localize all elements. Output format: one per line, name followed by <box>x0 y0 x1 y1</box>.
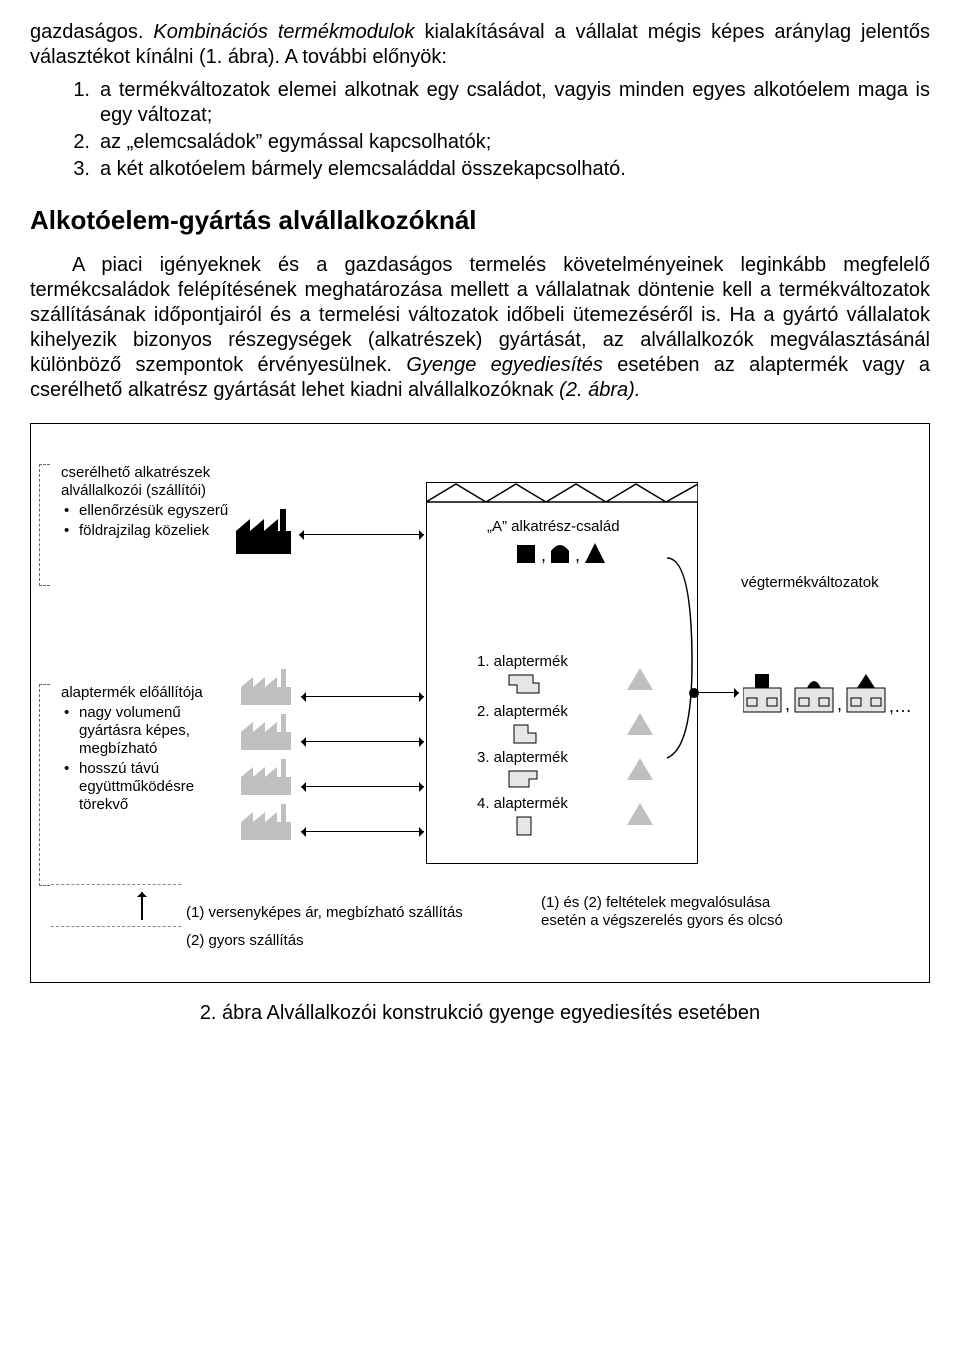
base-4-label: 4. alaptermék <box>477 795 568 813</box>
list-number: 2. <box>30 130 100 155</box>
gray-factories <box>241 669 296 849</box>
section-title: Alkotóelem-gyártás alvállalkozóknál <box>30 204 930 237</box>
body-text-b: Gyenge egyediesítés <box>406 354 603 376</box>
supplier-title: cserélhető alkatrészek alvállalkozói (sz… <box>61 464 231 500</box>
bullet: ellenőrzésük egyszerű <box>61 502 231 520</box>
footer-left-2: (2) gyors szállítás <box>186 932 486 950</box>
bullet: hosszú távú együttműködésre törekvő <box>61 760 236 814</box>
svg-text:,: , <box>837 694 842 714</box>
base-4-shape <box>515 815 535 837</box>
arrow-4 <box>301 831 424 833</box>
factory-icon <box>236 509 291 554</box>
footer-left-1-text: (1) versenyképes ár, megbízható szállítá… <box>186 904 463 921</box>
dashed-bracket-top <box>39 464 50 586</box>
list-item: 3. a két alkotóelem bármely elemcsaládda… <box>30 157 930 182</box>
list-text: az „elemcsaládok” egymással kapcsolhatók… <box>100 130 930 155</box>
base-3-label: 3. alaptermék <box>477 749 568 767</box>
footer-left-2-text: (2) gyors szállítás <box>186 932 304 949</box>
body-paragraph: A piaci igényeknek és a gazdaságos terme… <box>30 253 930 403</box>
producer-bullets: nagy volumenű gyártásra képes, megbízhat… <box>61 704 236 814</box>
list-text: a termékváltozatok elemei alkotnak egy c… <box>100 78 930 128</box>
base-1-shape <box>507 673 541 695</box>
intro-text-a: gazdaságos. <box>30 21 153 43</box>
arrow-2 <box>301 741 424 743</box>
output-curve <box>657 543 717 763</box>
figure-2: cserélhető alkatrészek alvállalkozói (sz… <box>30 423 930 983</box>
svg-text:,: , <box>575 545 580 565</box>
part-shapes: , , <box>517 541 627 565</box>
footer-arrow-up <box>141 892 143 920</box>
numbered-list: 1. a termékváltozatok elemei alkotnak eg… <box>30 78 930 182</box>
svg-text:,: , <box>541 545 546 565</box>
base-2-label: 2. alaptermék <box>477 703 568 721</box>
arrow-top <box>299 534 424 536</box>
footer-right: (1) és (2) feltételek megvalósulása eset… <box>541 894 801 932</box>
arrow-3 <box>301 786 424 788</box>
base-2-shape <box>512 723 538 745</box>
producer-title: alaptermék előállítója <box>61 684 236 702</box>
end-ellipsis: ,… <box>889 696 912 718</box>
base-3-shape <box>507 769 541 789</box>
intro-text-b: Kombinációs termékmodulok <box>153 21 414 43</box>
svg-text:,: , <box>785 694 790 714</box>
footer-right-text: (1) és (2) feltételek megvalósulása eset… <box>541 894 783 930</box>
list-number: 3. <box>30 157 100 182</box>
page: gazdaságos. Kombinációs termékmodulok ki… <box>0 0 960 1060</box>
list-item: 1. a termékváltozatok elemei alkotnak eg… <box>30 78 930 128</box>
intro-paragraph: gazdaságos. Kombinációs termékmodulok ki… <box>30 20 930 70</box>
bullet: földrajzilag közeliek <box>61 522 231 540</box>
list-number: 1. <box>30 78 100 128</box>
list-item: 2. az „elemcsaládok” egymással kapcsolha… <box>30 130 930 155</box>
base-1-label: 1. alaptermék <box>477 653 568 671</box>
footer-dash-2 <box>51 926 181 927</box>
factory-roof-icon <box>426 482 698 504</box>
gray-triangles <box>627 668 657 843</box>
supplier-box: cserélhető alkatrészek alvállalkozói (sz… <box>61 464 231 542</box>
dashed-bracket-bottom <box>39 684 50 886</box>
main-factory: „A” alkatrész-család , , 1. alaptermék 2… <box>426 482 698 864</box>
arrow-output <box>699 692 739 694</box>
list-text: a két alkotóelem bármely elemcsaláddal ö… <box>100 157 930 182</box>
supplier-bullets: ellenőrzésük egyszerű földrajzilag közel… <box>61 502 231 540</box>
body-text-d: (2. ábra). <box>559 379 640 401</box>
bullet: nagy volumenű gyártásra képes, megbízhat… <box>61 704 236 758</box>
producer-box: alaptermék előállítója nagy volumenű gyá… <box>61 684 236 816</box>
end-products-label: végtermékváltozatok <box>741 574 901 592</box>
part-family-label: „A” alkatrész-család <box>487 518 667 536</box>
footer-dash-1 <box>51 884 181 885</box>
footer-left-1: (1) versenyképes ár, megbízható szállítá… <box>186 904 486 922</box>
arrow-1 <box>301 696 424 698</box>
figure-caption: 2. ábra Alvállalkozói konstrukció gyenge… <box>30 1001 930 1026</box>
